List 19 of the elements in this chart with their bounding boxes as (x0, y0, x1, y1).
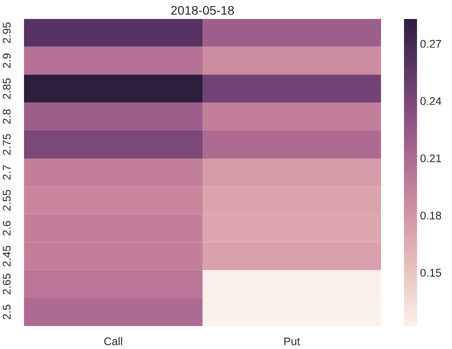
y-tick-label: 2.75 (2, 134, 11, 155)
color-bar-label: 0.15 (420, 268, 442, 277)
y-tick-label: 2.45 (2, 246, 11, 266)
chart-title: 2018-05-18 (171, 6, 234, 15)
color-bar-label: 0.27 (420, 40, 442, 48)
y-tick-label: 2.8 (2, 109, 11, 124)
color-bar-label: 0.21 (420, 154, 442, 162)
y-tick-label: 2.65 (2, 274, 11, 294)
y-tick-label: 2.95 (2, 22, 11, 44)
x-tick-label: Put (284, 337, 300, 346)
color-bar-label: 0.18 (420, 212, 442, 220)
color-bar-label: 0.24 (420, 97, 442, 106)
y-tick-label: 2.6 (2, 221, 11, 236)
y-tick-label: 2.7 (2, 165, 11, 180)
y-tick-label: 2.55 (2, 190, 11, 211)
x-tick-label: Call (104, 337, 122, 346)
y-tick-label: 2.9 (2, 54, 11, 68)
y-tick-label: 2.5 (2, 304, 11, 320)
y-tick-label: 2.85 (2, 78, 11, 99)
